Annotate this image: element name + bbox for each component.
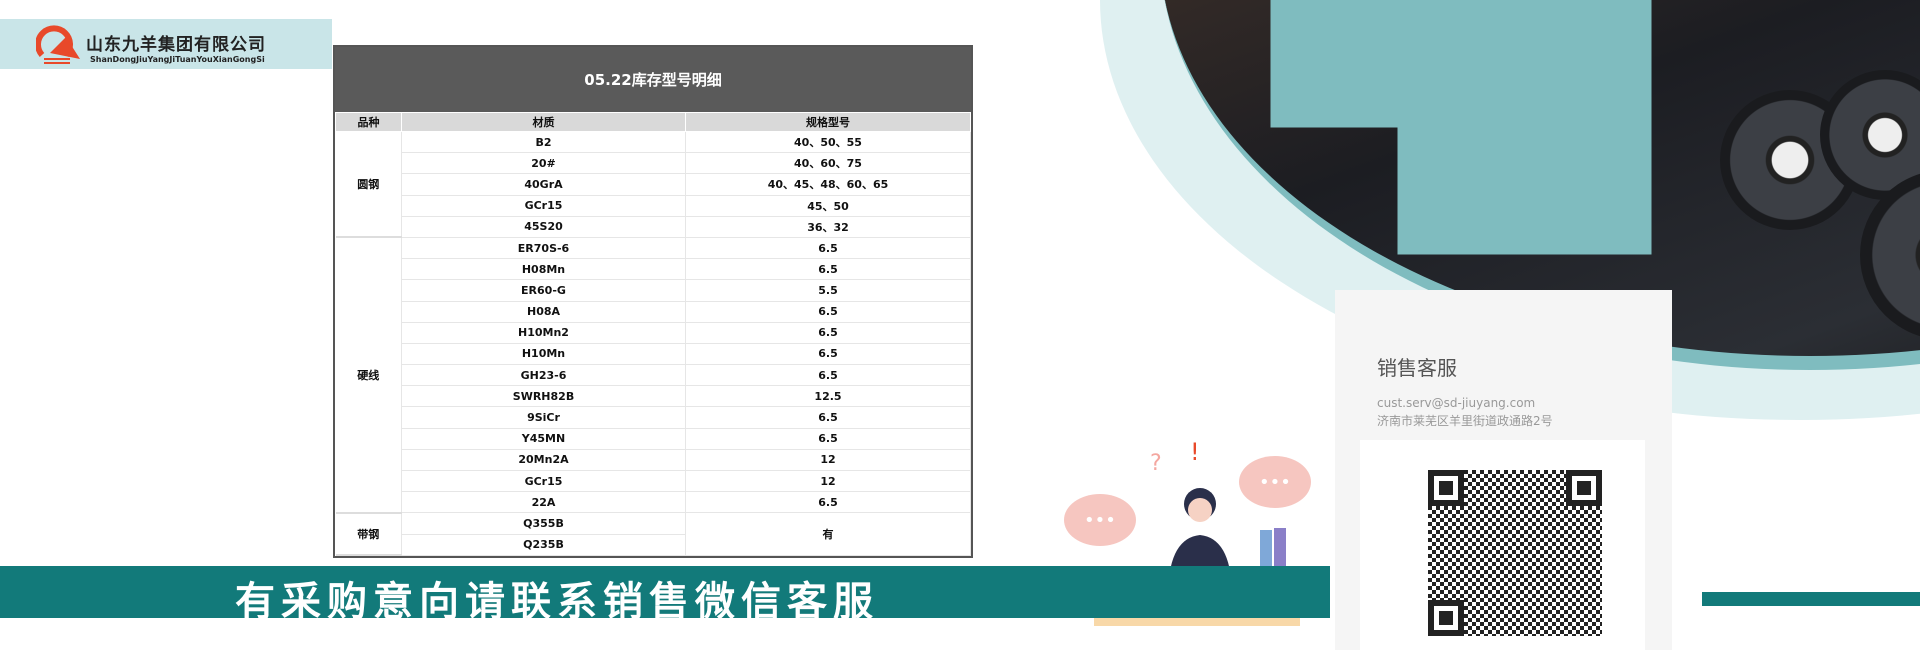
material-cell: GCr15 [401,195,686,217]
spec-cell: 12 [685,449,971,472]
spec-cell: 36、32 [685,216,971,238]
svg-text:!: ! [1190,440,1200,466]
material-cell: H08A [401,301,686,323]
table-row: 45S20 36、32 [336,216,971,238]
material-cell: ER60-G [401,279,686,302]
table-row: Y45MN 6.5 [336,428,971,450]
material-cell: H10Mn2 [401,322,686,344]
decorative-divider [1702,592,1920,606]
category-cell: 硬线 [335,237,402,514]
table-row: 22A 6.5 [336,491,971,514]
table-row: 40GrA 40、45、48、60、65 [336,173,971,196]
company-name-en: ShanDongJiuYangJiTuanYouXianGongSi [90,55,265,64]
table-row: 圆钢 B2 40、50、55 [335,131,971,239]
table-row: SWRH82B 12.5 [336,385,971,408]
table-row: 带钢 Q355B 有 [335,512,971,557]
material-cell: Q355B [401,512,686,535]
header-spec: 规格型号 [685,112,971,132]
material-cell: GCr15 [401,470,686,493]
spec-cell: 6.5 [685,301,971,323]
table-row: H10Mn 6.5 [336,343,971,366]
spec-cell: 6.5 [685,406,971,429]
header-material: 材质 [401,112,686,132]
spec-cell: 6.5 [685,237,971,260]
wechat-qr-code [1428,470,1602,636]
spec-cell: 45、50 [685,195,971,217]
table-row: H08A 6.5 [336,301,971,323]
svg-text:•••: ••• [1084,510,1116,531]
material-cell: H10Mn [401,343,686,366]
table-row: 20Mn2A 12 [336,449,971,472]
steel-coil-photo [1100,0,1920,420]
banner-text: 有采购意向请联系销售微信客服 [235,579,879,625]
inventory-table: 05.22库存型号明细 品种 材质 规格型号 圆钢 B2 40、50、55 20# 40… [333,45,973,559]
contact-card: 销售客服 cust.serv@sd-jiuyang.com 济南市莱芜区羊里街道… [1335,290,1672,650]
header-category: 品种 [335,112,402,132]
table-row: 9SiCr 6.5 [336,406,971,429]
category-cell: 圆钢 [335,131,402,239]
spec-cell: 6.5 [685,343,971,366]
contact-banner: 有采购意向请联系销售微信客服 [0,566,1330,625]
spec-cell: 40、50、55 [685,131,971,154]
material-cell: Y45MN [401,428,686,450]
table-row: H10Mn2 6.5 [336,322,971,344]
spec-cell: 6.5 [685,322,971,344]
material-cell: 20# [401,152,686,175]
table-title: 05.22库存型号明细 [335,47,971,112]
spec-cell: 有 [685,512,971,556]
table-row: Q235B [336,534,971,556]
material-cell: 20Mn2A [401,449,686,472]
contact-address: 济南市莱芜区羊里街道政通路2号 [1377,414,1553,428]
table-row: GCr15 12 [336,470,971,493]
spec-cell: 12.5 [685,385,971,408]
spec-cell: 40、45、48、60、65 [685,173,971,196]
table-row: H08Mn 6.5 [336,258,971,281]
material-cell: GH23-6 [401,364,686,387]
material-cell: H08Mn [401,258,686,281]
spec-cell: 6.5 [685,364,971,387]
spec-cell: 6.5 [685,491,971,514]
spec-cell: 12 [685,470,971,493]
company-name-cn: 山东九羊集团有限公司 [86,35,266,55]
contact-title: 销售客服 [1377,356,1457,380]
svg-text:•••: ••• [1259,472,1291,493]
svg-text:?: ? [1150,451,1162,476]
category-cell: 带钢 [335,512,402,557]
material-cell: Q235B [401,534,686,556]
table-row: 硬线 ER70S-6 6.5 [335,237,971,514]
table-row: 20# 40、60、75 [336,152,971,175]
spec-cell: 40、60、75 [685,152,971,175]
spec-cell: 6.5 [685,428,971,450]
spec-cell: 6.5 [685,258,971,281]
material-cell: B2 [401,131,686,154]
table-row: ER60-G 5.5 [336,279,971,302]
table-row: GCr15 45、50 [336,195,971,217]
material-cell: 45S20 [401,216,686,238]
material-cell: 9SiCr [401,406,686,429]
material-cell: 22A [401,491,686,514]
contact-email[interactable]: cust.serv@sd-jiuyang.com [1377,396,1536,410]
company-logo: 山东九羊集团有限公司 ShanDongJiuYangJiTuanYouXianG… [0,19,332,69]
material-cell: SWRH82B [401,385,686,408]
material-cell: ER70S-6 [401,237,686,260]
logo-mark-icon [36,25,80,64]
table-row: GH23-6 6.5 [336,364,971,387]
spec-cell: 5.5 [685,279,971,302]
material-cell: 40GrA [401,173,686,196]
